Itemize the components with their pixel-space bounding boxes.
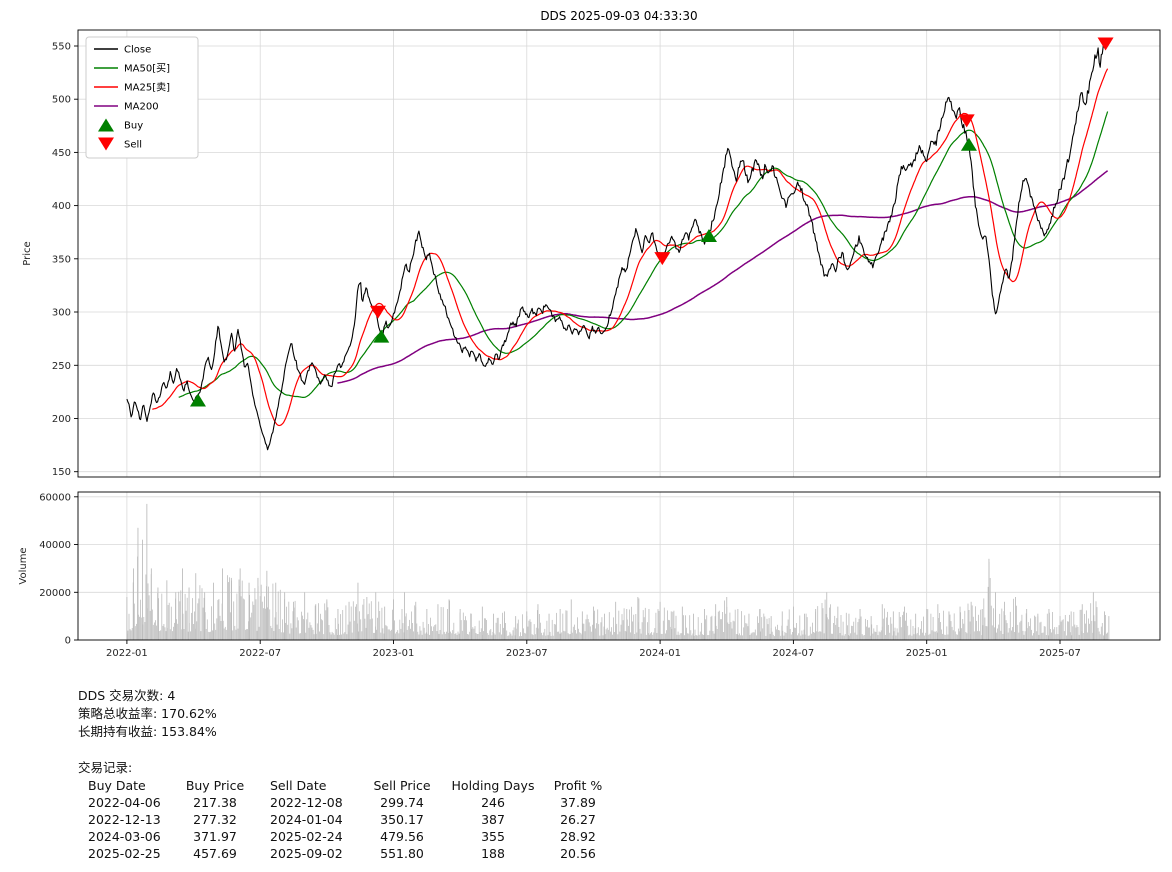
- svg-text:40000: 40000: [39, 540, 71, 551]
- trade-cell: 2025-02-25: [88, 846, 161, 861]
- svg-text:350: 350: [52, 254, 71, 265]
- trade-row: 2022-12-13 277.32 2024-01-04 350.17 387 26.27: [78, 811, 614, 828]
- trade-cell: 299.74: [380, 795, 424, 810]
- trade-row: 2024-03-06 371.97 2025-02-24 479.56 355 28.92: [78, 828, 614, 845]
- svg-text:Buy: Buy: [124, 121, 143, 132]
- trades-table: Buy Date Buy Price Sell Date Sell Price Hold…: [78, 777, 614, 862]
- summary-strategy-return: 策略总收益率: 170.62%: [78, 706, 217, 721]
- trades-header-row: Buy Date Buy Price Sell Date Sell Price Hold…: [78, 777, 614, 794]
- trade-records-section: 交易记录: Buy Date Buy Price Sell Date Sell Pri…: [78, 759, 614, 862]
- trade-cell: 2024-03-06: [88, 829, 161, 844]
- svg-text:550: 550: [52, 42, 71, 53]
- trade-cell: 457.69: [193, 846, 237, 861]
- trade-cell: 350.17: [380, 812, 424, 827]
- svg-text:400: 400: [52, 201, 71, 212]
- trade-cell: 2022-12-08: [270, 795, 343, 810]
- svg-text:Close: Close: [124, 45, 151, 56]
- summary-block: DDS 交易次数: 4 策略总收益率: 170.62% 长期持有收益: 153.…: [78, 687, 217, 741]
- summary-trade-count: DDS 交易次数: 4: [78, 688, 176, 703]
- trade-cell: 2025-02-24: [270, 829, 343, 844]
- trade-cell: 246: [481, 795, 505, 810]
- svg-text:2023-07: 2023-07: [506, 648, 548, 659]
- axes: 150 200 250 300 350 400 450 500 550 0 20000 40000 60…: [18, 29, 1161, 659]
- trade-cell: 479.56: [380, 829, 424, 844]
- svg-text:2022-01: 2022-01: [106, 648, 148, 659]
- price-series: [126, 37, 1109, 451]
- trade-cell: 371.97: [193, 829, 237, 844]
- stock-chart-svg: 150 200 250 300 350 400 450 500 550 0 20000 40000 60…: [18, 29, 1161, 659]
- svg-text:MA25[卖]: MA25[卖]: [124, 82, 170, 94]
- svg-text:2023-01: 2023-01: [373, 648, 415, 659]
- trade-markers: [189, 37, 1114, 407]
- trade-cell: 2022-12-13: [88, 812, 161, 827]
- trade-cell: 277.32: [193, 812, 237, 827]
- trade-cell: 355: [481, 829, 505, 844]
- trade-cell: 37.89: [560, 795, 596, 810]
- trade-cell: 188: [481, 846, 505, 861]
- svg-text:0: 0: [65, 636, 71, 647]
- trades-col-header: Buy Date: [88, 778, 146, 793]
- trade-row: 2022-04-06 217.38 2022-12-08 299.74 246 37.89: [78, 794, 614, 811]
- legend: Close MA50[买] MA25[卖] MA200 Buy Sell: [85, 36, 199, 159]
- trade-cell: 551.80: [380, 846, 424, 861]
- trade-cell: 217.38: [193, 795, 237, 810]
- svg-text:150: 150: [52, 467, 71, 478]
- svg-text:2025-01: 2025-01: [906, 648, 948, 659]
- svg-text:MA50[买]: MA50[买]: [124, 63, 170, 75]
- trades-col-header: Holding Days: [451, 778, 535, 793]
- trade-cell: 28.92: [560, 829, 596, 844]
- svg-text:2022-07: 2022-07: [239, 648, 281, 659]
- grid-lines: [78, 30, 1160, 641]
- trade-row: 2025-02-25 457.69 2025-09-02 551.80 188 20.56: [78, 845, 614, 862]
- trade-records-heading: 交易记录:: [78, 760, 133, 775]
- trades-col-header: Profit %: [553, 778, 603, 793]
- trade-cell: 2025-09-02: [270, 846, 343, 861]
- svg-text:20000: 20000: [39, 588, 71, 599]
- trade-cell: 20.56: [560, 846, 596, 861]
- svg-text:Sell: Sell: [124, 140, 142, 151]
- svg-text:2024-07: 2024-07: [773, 648, 815, 659]
- chart-title: DDS 2025-09-03 04:33:30: [540, 9, 698, 23]
- volume-axis-label: Volume: [18, 547, 29, 584]
- trade-cell: 2022-04-06: [88, 795, 161, 810]
- svg-text:2024-01: 2024-01: [639, 648, 681, 659]
- summary-buyhold-return: 长期持有收益: 153.84%: [78, 724, 217, 739]
- trade-cell: 26.27: [560, 812, 596, 827]
- svg-text:300: 300: [52, 308, 71, 319]
- volume-bars: [126, 503, 1110, 640]
- svg-text:450: 450: [52, 148, 71, 159]
- svg-text:200: 200: [52, 414, 71, 425]
- trades-col-header: Buy Price: [185, 778, 245, 793]
- svg-text:2025-07: 2025-07: [1039, 648, 1081, 659]
- trades-col-header: Sell Date: [270, 778, 327, 793]
- svg-text:60000: 60000: [39, 492, 71, 503]
- svg-text:MA200: MA200: [124, 102, 159, 113]
- trade-cell: 2024-01-04: [270, 812, 343, 827]
- trades-col-header: Sell Price: [373, 778, 431, 793]
- trade-cell: 387: [481, 812, 505, 827]
- price-axis-label: Price: [22, 241, 33, 265]
- svg-text:250: 250: [52, 361, 71, 372]
- svg-text:500: 500: [52, 95, 71, 106]
